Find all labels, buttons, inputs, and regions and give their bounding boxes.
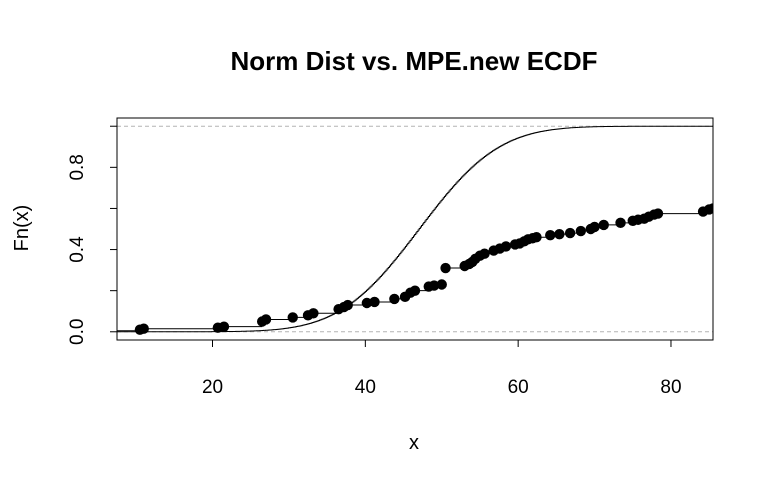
ecdf-point	[545, 229, 556, 241]
ecdf-point	[707, 203, 713, 214]
ecdf-point	[389, 293, 400, 305]
ecdf-point	[575, 225, 587, 237]
ecdf-point	[598, 219, 609, 231]
plot-area	[117, 125, 713, 335]
ecdf-point	[308, 308, 319, 319]
x-axis-label: x	[409, 432, 419, 454]
ecdf-step-line	[117, 207, 713, 332]
ecdf-point	[440, 262, 451, 274]
ecdf-point	[500, 241, 512, 252]
y-axis-label: Fn(x)	[11, 205, 33, 252]
ecdf-point	[564, 227, 576, 239]
ecdf-point	[531, 232, 542, 243]
ecdf-point	[138, 323, 149, 334]
x-tick-label: 20	[202, 377, 223, 398]
normal-cdf-line	[117, 125, 713, 333]
plot-inner	[117, 125, 713, 335]
ecdf-point	[260, 314, 272, 325]
axes: 20 40 60 80 0.0 0.4 0.8	[67, 117, 714, 398]
y-tick-label: 0.8	[67, 154, 88, 180]
x-tick-label: 80	[660, 377, 681, 398]
ecdf-point	[287, 312, 298, 323]
ecdf-point	[479, 248, 490, 259]
x-tick-label: 40	[355, 377, 376, 398]
x-tick-label: 60	[508, 377, 529, 398]
ecdf-point	[652, 208, 664, 219]
ecdf-point	[436, 279, 447, 290]
plot-frame	[116, 117, 714, 341]
ecdf-point	[589, 221, 600, 233]
ecdf-point	[369, 296, 380, 308]
ecdf-point	[428, 280, 440, 291]
ecdf-point	[342, 299, 353, 311]
chart-title: Norm Dist vs. MPE.new ECDF	[231, 46, 598, 76]
y-tick-label: 0.4	[67, 236, 88, 263]
ecdf-point	[218, 321, 230, 332]
ecdf-point	[554, 228, 565, 240]
ecdf-point	[361, 297, 373, 309]
ecdf-point	[409, 285, 421, 296]
y-tick-label: 0.0	[67, 319, 88, 345]
ecdf-point	[615, 217, 626, 229]
